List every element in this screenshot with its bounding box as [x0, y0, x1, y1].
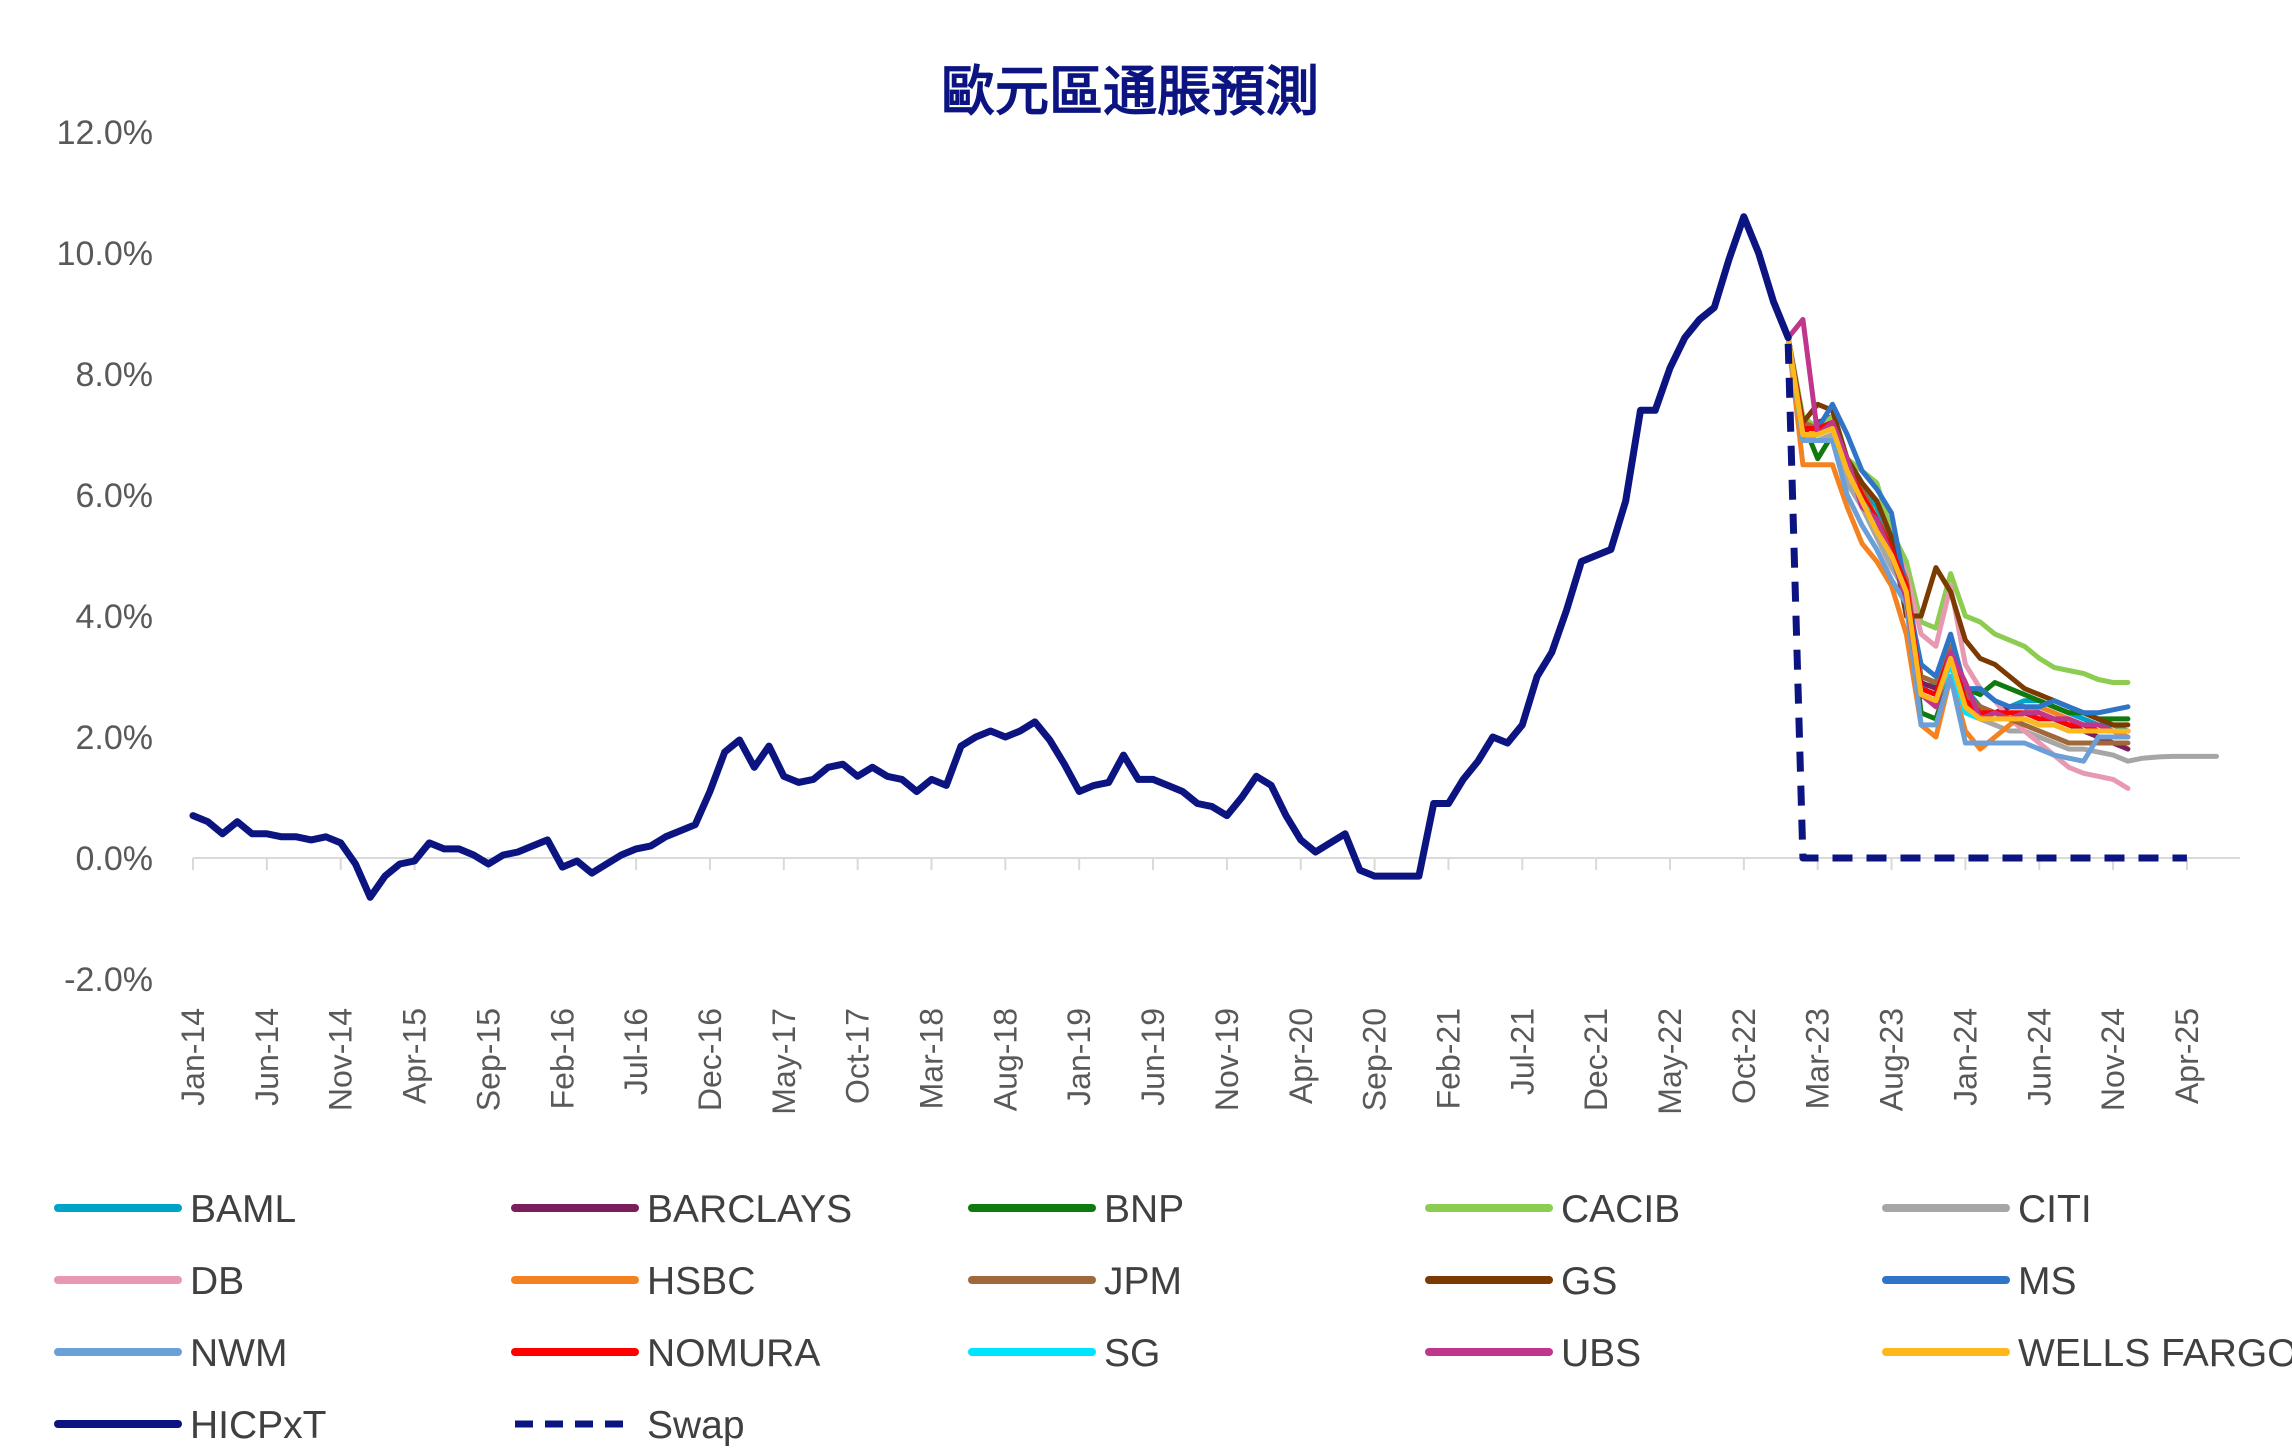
- legend-label: CACIB: [1561, 1188, 1680, 1231]
- legend-item-hicpxt[interactable]: HICPxT: [54, 1404, 327, 1447]
- x-tick-label: Sep-15: [470, 1008, 506, 1111]
- legend-label: WELLS FARGO: [2018, 1332, 2292, 1375]
- x-tick-label: Jan-24: [1947, 1008, 1983, 1106]
- y-tick-label: 8.0%: [76, 356, 154, 394]
- legend-item-baml[interactable]: BAML: [54, 1188, 296, 1231]
- series-line-citi: [1785, 335, 2219, 764]
- x-tick-label: Oct-22: [1726, 1008, 1762, 1104]
- x-tick-label: Dec-16: [692, 1008, 728, 1111]
- x-tick-label: Jun-14: [249, 1008, 285, 1106]
- x-tick-label: Jun-24: [2021, 1008, 2057, 1106]
- legend-item-ubs[interactable]: UBS: [1425, 1332, 1641, 1375]
- series-line-ms: [1785, 335, 2131, 716]
- legend-item-nwm[interactable]: NWM: [54, 1332, 287, 1375]
- x-tick-label: Jan-19: [1061, 1008, 1097, 1106]
- x-tick-label: Aug-18: [987, 1008, 1023, 1111]
- y-tick-label: 10.0%: [57, 235, 153, 273]
- y-tick-label: 6.0%: [76, 477, 154, 515]
- legend-label: DB: [190, 1260, 244, 1303]
- x-tick-label: Apr-25: [2169, 1008, 2205, 1104]
- legend-label: Swap: [647, 1404, 745, 1447]
- legend-label: CITI: [2018, 1188, 2092, 1231]
- legend-item-sg[interactable]: SG: [968, 1332, 1160, 1375]
- legend-item-ms[interactable]: MS: [1882, 1260, 2077, 1303]
- x-tick-label: Apr-20: [1283, 1008, 1319, 1104]
- series-layer: [189, 213, 2219, 901]
- series-line-wells-fargo: [1785, 335, 2131, 734]
- x-tick-label: Nov-24: [2095, 1008, 2131, 1111]
- legend-item-hsbc[interactable]: HSBC: [511, 1260, 755, 1303]
- x-tick-label: Jun-19: [1135, 1008, 1171, 1106]
- legend-item-citi[interactable]: CITI: [1882, 1188, 2092, 1231]
- legend-label: HSBC: [647, 1260, 755, 1303]
- legend-label: JPM: [1104, 1260, 1182, 1303]
- legend-item-nomura[interactable]: NOMURA: [511, 1332, 820, 1375]
- axes: 12.0% 10.0% 8.0% 6.0% 4.0% 2.0% 0.0% -2.0% Jan-1…: [57, 114, 2240, 1115]
- legend-item-gs[interactable]: GS: [1425, 1260, 1617, 1303]
- legend-label: UBS: [1561, 1332, 1641, 1375]
- x-tick-label: Jan-14: [175, 1008, 211, 1106]
- x-tick-label: Feb-21: [1430, 1008, 1466, 1109]
- legend-item-db[interactable]: DB: [54, 1260, 244, 1303]
- legend-item-cacib[interactable]: CACIB: [1425, 1188, 1680, 1231]
- y-tick-label: 4.0%: [76, 598, 154, 636]
- x-tick-label: Mar-18: [914, 1008, 950, 1109]
- x-tick-label: Sep-20: [1357, 1008, 1393, 1111]
- x-tick-label: Aug-23: [1874, 1008, 1910, 1111]
- legend-label: NWM: [190, 1332, 287, 1375]
- x-tick-label: Nov-19: [1209, 1008, 1245, 1111]
- legend-item-swap[interactable]: Swap: [515, 1404, 745, 1447]
- x-tick-label: Jul-21: [1504, 1008, 1540, 1095]
- legend-label: SG: [1104, 1332, 1160, 1375]
- series-line-swap: [1784, 343, 2187, 862]
- y-tick-label: 12.0%: [57, 114, 153, 152]
- legend-label: NOMURA: [647, 1332, 820, 1375]
- legend-label: BNP: [1104, 1188, 1184, 1231]
- legend-label: BARCLAYS: [647, 1188, 852, 1231]
- x-tick-label: May-22: [1652, 1008, 1688, 1115]
- legend-label: BAML: [190, 1188, 296, 1231]
- series-line-hicpxt: [189, 213, 1792, 901]
- legend-item-wells-fargo[interactable]: WELLS FARGO: [1882, 1332, 2292, 1375]
- x-tick-label: Apr-15: [397, 1008, 433, 1104]
- series-line-ubs: [1785, 317, 2131, 734]
- chart-title: 歐元區通脹預測: [941, 60, 1319, 123]
- x-tick-label: Nov-14: [323, 1008, 359, 1111]
- legend-label: GS: [1561, 1260, 1617, 1303]
- series-line-nwm: [1785, 335, 2131, 764]
- y-tick-label: 0.0%: [76, 840, 154, 878]
- x-tick-label: Jul-16: [618, 1008, 654, 1095]
- legend: BAML BARCLAYS BNP CACIB CITI DB HSBC JPM GS MS NWM…: [54, 1188, 2292, 1447]
- legend-item-jpm[interactable]: JPM: [968, 1260, 1182, 1303]
- x-tick-label: Mar-23: [1800, 1008, 1836, 1109]
- legend-label: MS: [2018, 1260, 2077, 1303]
- legend-item-barclays[interactable]: BARCLAYS: [511, 1188, 852, 1231]
- y-tick-label: -2.0%: [64, 961, 153, 999]
- legend-item-bnp[interactable]: BNP: [968, 1188, 1184, 1231]
- x-tick-label: May-17: [766, 1008, 802, 1115]
- y-tick-label: 2.0%: [76, 719, 154, 757]
- x-tick-label: Dec-21: [1578, 1008, 1614, 1111]
- x-tick-label: Feb-16: [544, 1008, 580, 1109]
- x-tick-label: Oct-17: [840, 1008, 876, 1104]
- legend-label: HICPxT: [190, 1404, 327, 1447]
